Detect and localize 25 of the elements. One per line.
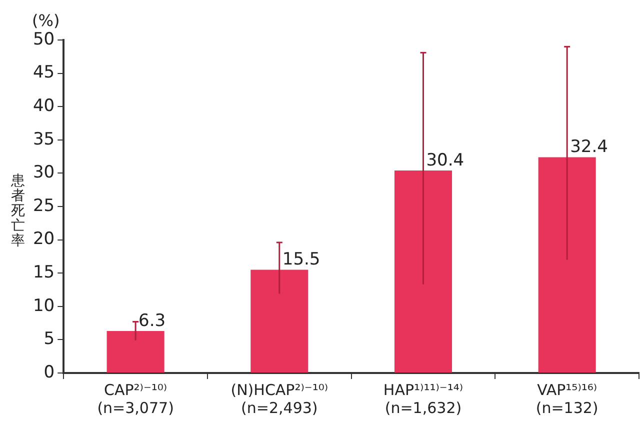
category-label: (n=3,077) <box>97 398 174 417</box>
data-label: 30.4 <box>426 150 464 170</box>
category-label: CAP²⁾⁻¹⁰⁾ <box>104 380 168 399</box>
y-tick-label: 40 <box>32 96 55 116</box>
category-label: HAP¹⁾¹¹⁾⁻¹⁴⁾ <box>383 380 464 399</box>
y-tick-label: 10 <box>32 296 55 316</box>
y-tick-label: 25 <box>32 196 55 216</box>
y-axis-title: 患者死亡率 <box>10 173 25 250</box>
data-label: 32.4 <box>570 137 608 158</box>
category-label: (n=132) <box>536 398 598 417</box>
y-tick-label: 20 <box>32 229 55 250</box>
y-tick-label: 5 <box>44 329 55 350</box>
y-tick-label: 50 <box>32 29 55 50</box>
data-label: 6.3 <box>138 310 166 331</box>
category-label: (n=1,632) <box>384 398 462 417</box>
y-tick-label: 35 <box>32 129 55 150</box>
category-label: VAP¹⁵⁾¹⁶⁾ <box>537 380 598 399</box>
category-label: (N)HCAP²⁾⁻¹⁰⁾ <box>230 380 328 399</box>
category-label: (n=2,493) <box>241 398 318 417</box>
y-tick-label: 30 <box>32 162 55 183</box>
data-label: 15.5 <box>282 250 320 270</box>
y-tick-label: 15 <box>32 262 55 283</box>
text: (%) <box>32 11 60 30</box>
y-tick-label: 0 <box>44 362 55 382</box>
y-tick-label: 45 <box>32 62 55 83</box>
